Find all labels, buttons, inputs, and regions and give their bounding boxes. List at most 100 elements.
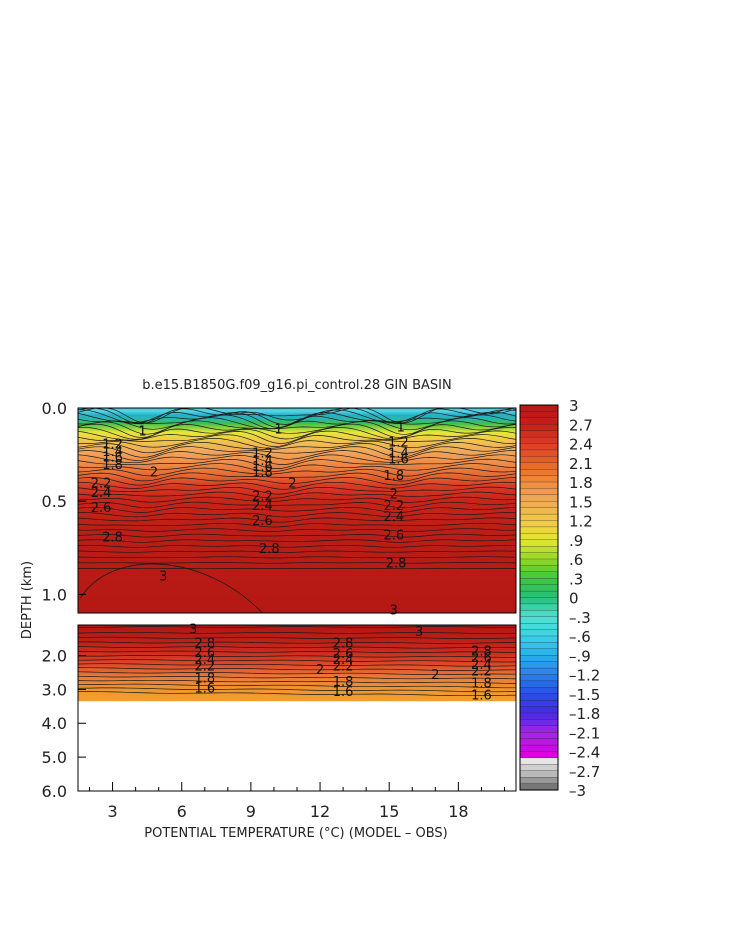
contour-label: 1 (138, 424, 146, 439)
contour-label: 1.8 (194, 672, 215, 687)
colorbar-band (519, 648, 559, 656)
contour-line (77, 407, 517, 425)
x-tick-label: 15 (379, 802, 399, 821)
contour-label: 2.2 (252, 490, 273, 505)
contour-label: 2.8 (386, 557, 407, 572)
contour-line (77, 458, 517, 469)
contour-line (77, 631, 517, 634)
colorbar-label: 1.2 (569, 513, 593, 531)
colorbar-band (519, 725, 559, 733)
colorbar-band (519, 436, 559, 445)
contour-line (77, 486, 517, 495)
colorbar-band (519, 456, 559, 464)
colorbar-band (519, 546, 559, 554)
colorbar-band (519, 623, 559, 631)
contour-label: 3 (189, 622, 197, 637)
contour-label: 1.2 (252, 447, 273, 462)
contour-line (77, 679, 517, 684)
contour-line (77, 430, 517, 444)
colorbar-band (519, 706, 559, 714)
x-tick-label: 12 (310, 802, 330, 821)
contour-label: 1.8 (102, 458, 123, 473)
colorbar-band (519, 584, 559, 592)
contour-label: 1.6 (194, 682, 215, 697)
contour-label: 2.2 (471, 665, 492, 680)
contour-line (77, 411, 517, 428)
contour-line (77, 663, 517, 667)
contour-line (77, 562, 516, 564)
colorbar-label: 2.7 (569, 416, 593, 434)
y-tick-label: 3.0 (42, 680, 67, 699)
contour-line (77, 683, 516, 689)
colorbar-band (519, 603, 559, 611)
y-tick-label: 5.0 (42, 748, 67, 767)
contour-line (77, 550, 517, 554)
contour-label: 2 (288, 477, 296, 492)
contour-label: 2 (150, 465, 158, 480)
colorbar-band (519, 680, 559, 688)
contour-label: 3 (159, 570, 167, 585)
y-axis-label: DEPTH (km) (20, 561, 35, 639)
colorbar-band (519, 693, 559, 701)
lower-contour-lines (77, 626, 517, 697)
contour-line (77, 438, 517, 449)
contour-label: 2.4 (91, 486, 112, 501)
colorbar-band (519, 764, 559, 772)
contour-label: 1.8 (471, 677, 492, 692)
contour-label: 2.8 (102, 531, 123, 546)
contour-label: 1.6 (252, 460, 273, 475)
contour-label: 2.4 (383, 510, 404, 525)
colorbar-band (519, 751, 559, 759)
contour-line (78, 626, 516, 628)
colorbar-label: 2.4 (569, 436, 593, 454)
x-tick-label: 18 (448, 802, 468, 821)
contour-line (77, 446, 517, 458)
contour-line (77, 450, 517, 461)
contour-label: 2 (431, 668, 439, 683)
contour-label: 1.6 (102, 450, 123, 465)
contour-label: 2.6 (383, 529, 404, 544)
upper-contour-labels: 11.21.41.61.8 22.22.42.62.8311.21.41.61.8… (91, 421, 409, 619)
colorbar-band (519, 712, 559, 720)
colorbar-band (519, 424, 559, 432)
contour-label: 2 (390, 488, 398, 503)
contour-label: 2.4 (194, 653, 215, 668)
contour-label: 1 (397, 421, 405, 436)
contour-line (77, 659, 517, 663)
colorbar-band (519, 770, 559, 778)
lower-panel: 2.82.62.42.21.81.62.82.62.42.221.81.62.8… (77, 622, 517, 792)
x-axis: 3 6 9 12 15 18 (89, 782, 505, 821)
chart-title: b.e15.B1850G.f09_g16.pi_control.28 GIN B… (142, 378, 451, 393)
colorbar-band (519, 783, 559, 791)
contour-label: 1 (274, 423, 282, 438)
contour-label: 2.4 (333, 653, 354, 668)
contour-line (77, 491, 517, 499)
colorbar-band (519, 481, 559, 489)
colorbar-frame (519, 404, 559, 791)
colorbar-band (519, 520, 559, 528)
colorbar-band (519, 417, 559, 425)
contour-line (77, 463, 517, 473)
colorbar-band (519, 449, 559, 457)
contour-label: 2.6 (194, 646, 215, 661)
colorbar-label: –3 (569, 782, 586, 800)
colorbar-label: –1.2 (569, 667, 600, 685)
colorbar-band (519, 700, 559, 708)
contour-label: 2.2 (194, 660, 215, 675)
colorbar-label: –.9 (569, 647, 591, 665)
colorbar-band (519, 526, 559, 534)
colorbar-label: 3 (569, 397, 579, 415)
colorbar-band (519, 719, 559, 727)
contour-label: 2.2 (91, 477, 112, 492)
colorbar-band (519, 732, 559, 740)
upper-plot-frame (77, 407, 517, 614)
contour-line (77, 646, 517, 649)
x-tick-label: 9 (246, 802, 256, 821)
contour-line (77, 691, 517, 697)
contour-line (78, 641, 516, 644)
colorbar-label: 1.8 (569, 474, 593, 492)
colorbar-band (519, 616, 559, 624)
contour-line (77, 636, 517, 639)
y-tick-label: 6.0 (42, 782, 67, 801)
contour-label: 2 (316, 663, 324, 678)
